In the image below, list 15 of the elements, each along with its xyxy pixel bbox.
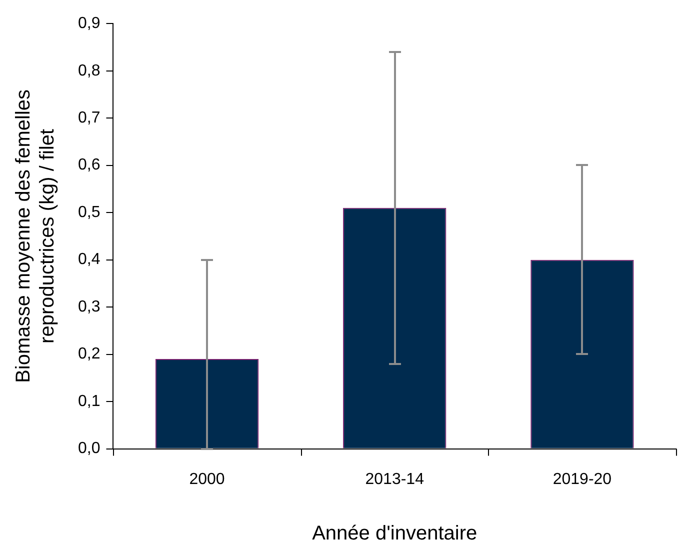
y-tick-label: 0,1 [78,392,100,410]
y-axis-title: Biomasse moyenne des femelles reproductrices (kg) / filet [12,89,59,383]
x-tick-label: 2013-14 [365,470,424,488]
y-tick-label: 0,4 [78,251,100,268]
y-tick-label: 0,2 [78,346,100,363]
x-axis-title: Année d'inventaire [312,522,478,545]
y-tick-label: 0,0 [78,440,100,458]
x-tick-label: 2000 [189,470,225,488]
y-tick-label: 0,8 [78,62,100,80]
y-tick-label: 0,3 [78,298,100,316]
y-tick-label: 0,7 [78,109,100,126]
y-tick-label: 0,9 [78,15,100,32]
y-tick-label: 0,5 [78,204,100,221]
x-tick-label: 2019-20 [552,470,612,488]
y-tick-label: 0,6 [78,156,100,174]
